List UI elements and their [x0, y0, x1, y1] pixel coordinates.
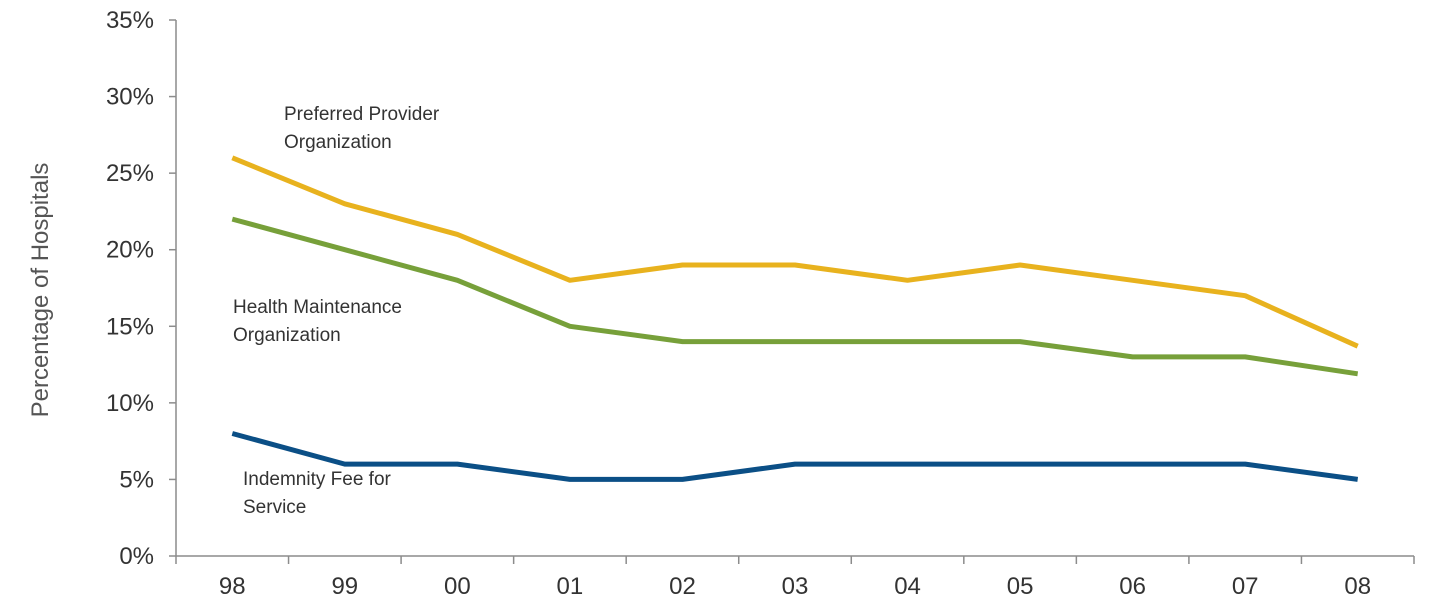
y-tick-label: 15%: [106, 313, 154, 340]
x-tick-label: 01: [557, 573, 584, 600]
y-tick-label: 5%: [119, 466, 154, 493]
x-tick-label: 98: [219, 573, 246, 600]
series-line-2: [231, 431, 1359, 482]
x-tick-label: 05: [1007, 573, 1034, 600]
series-label-2: Indemnity Fee for Service: [243, 469, 392, 518]
x-tick-label: 00: [444, 573, 471, 600]
y-tick-label: 35%: [106, 7, 154, 34]
y-tick-labels: 0% 5% 10% 15% 20% 25% 30% 35%: [106, 7, 154, 570]
series-line-1: [231, 216, 1359, 377]
y-tick-label: 30%: [106, 84, 154, 111]
axes: [169, 19, 1415, 564]
y-tick-label: 0%: [119, 543, 154, 570]
x-tick-label: 08: [1344, 573, 1371, 600]
y-tick-label: 20%: [106, 237, 154, 264]
x-tick-labels: 98 99 00 01 02 03 04 05 06 07 08: [219, 573, 1371, 600]
x-tick-label: 07: [1232, 573, 1259, 600]
series-label-1: Health Maintenance Organization: [233, 297, 402, 346]
y-tick-label: 10%: [106, 390, 154, 417]
series-label-0: Preferred Provider Organization: [284, 104, 440, 153]
y-tick-label: 25%: [106, 160, 154, 187]
series-annotations: Preferred Provider Organization Health Mai…: [233, 104, 440, 518]
x-tick-label: 06: [1119, 573, 1146, 600]
x-tick-label: 03: [782, 573, 809, 600]
x-tick-label: 04: [894, 573, 921, 600]
y-axis-label: Percentage of Hospitals: [27, 163, 54, 418]
x-tick-label: 99: [331, 573, 358, 600]
series-lines: [231, 155, 1359, 482]
series-line-0: [231, 155, 1359, 349]
x-tick-label: 02: [669, 573, 696, 600]
